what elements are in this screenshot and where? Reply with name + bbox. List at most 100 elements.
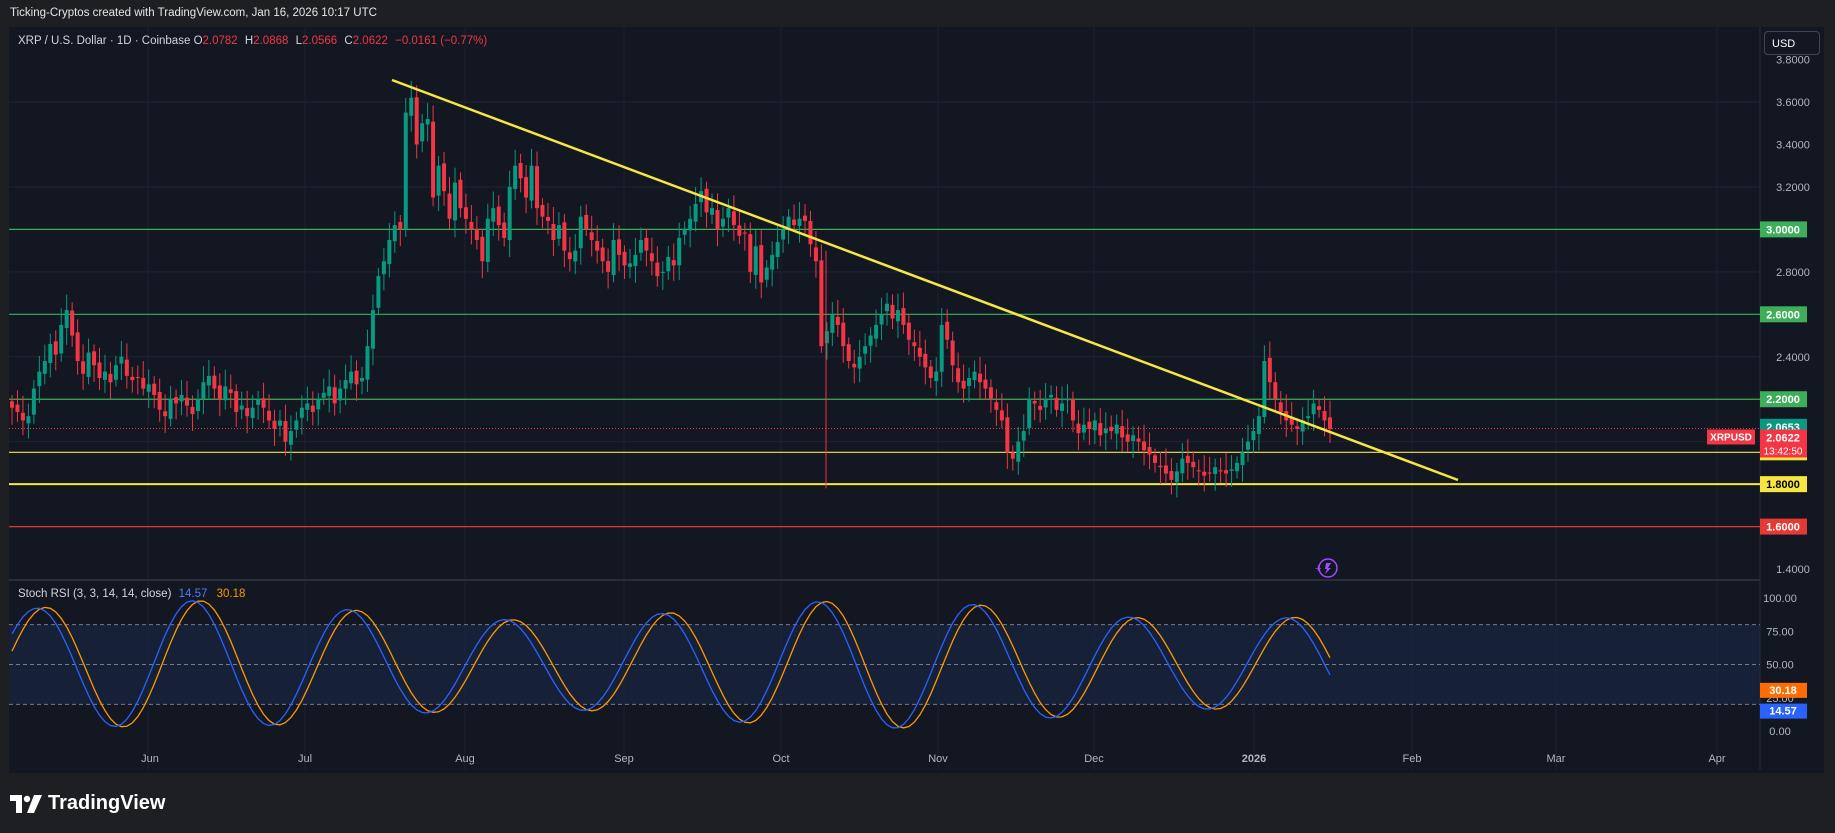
candle — [1027, 399, 1032, 429]
candle — [360, 377, 365, 382]
stoch-d-tag-label: 30.18 — [1769, 685, 1797, 697]
candle — [420, 123, 425, 142]
candle — [967, 377, 972, 387]
candle — [748, 234, 753, 272]
candle — [1038, 405, 1043, 410]
descending-trendline[interactable] — [391, 78, 1459, 482]
candle — [513, 165, 518, 189]
candle — [469, 221, 474, 230]
stoch-d-line — [11, 600, 1331, 729]
candle — [1070, 399, 1075, 421]
candle — [442, 163, 447, 192]
last-price-tag — [1760, 429, 1807, 458]
candle — [764, 267, 769, 280]
candle — [1109, 426, 1114, 432]
candle — [1235, 462, 1240, 472]
candle — [102, 371, 107, 380]
candle — [666, 256, 671, 272]
candle — [26, 416, 31, 424]
currency-button[interactable]: USD — [1764, 31, 1820, 55]
stoch-axis-tick: 0.00 — [1769, 726, 1790, 738]
candle — [1328, 417, 1332, 429]
level-price-label: 3.0000 — [1766, 224, 1800, 236]
candle — [1191, 461, 1196, 468]
candle — [759, 245, 764, 283]
candle — [431, 121, 436, 198]
candle — [485, 218, 490, 262]
symbol-tag-label: XRPUSD — [1710, 432, 1752, 443]
candle — [573, 250, 578, 262]
candle — [452, 182, 457, 221]
candle — [1289, 417, 1294, 425]
candle — [917, 347, 922, 357]
candle — [874, 324, 879, 339]
candle — [310, 405, 315, 412]
candle — [977, 373, 982, 383]
stoch-rsi-title: Stoch RSI (3, 3, 14, 14, close) — [18, 588, 172, 600]
candle — [1267, 357, 1272, 383]
time-axis-label: Apr — [1708, 753, 1725, 765]
candle — [715, 209, 720, 230]
tradingview-logo[interactable]: TradingView — [10, 792, 165, 815]
time-axis-label: Aug — [455, 753, 475, 765]
candle — [398, 222, 403, 230]
candle — [409, 97, 414, 116]
level-price-tag — [1760, 518, 1807, 535]
candle — [206, 375, 211, 386]
candle — [529, 165, 534, 201]
candle — [234, 391, 239, 412]
candle — [113, 365, 118, 380]
time-axis-label: Jul — [298, 753, 312, 765]
candle — [1306, 416, 1311, 419]
candle — [70, 310, 75, 336]
candle — [195, 399, 200, 412]
brand-name: TradingView — [48, 792, 166, 814]
time-axis-label: 2026 — [1242, 753, 1266, 765]
candle — [92, 351, 97, 366]
candle — [677, 237, 682, 266]
symbol-legend[interactable]: XRP / U.S. Dollar · 1D · Coinbase O2.078… — [18, 35, 491, 47]
candle — [228, 389, 233, 393]
candle — [890, 304, 895, 319]
candle — [425, 118, 430, 125]
candle — [792, 219, 797, 226]
candle — [1245, 441, 1250, 450]
candle — [846, 344, 851, 362]
candle — [283, 421, 288, 442]
candle — [1032, 401, 1037, 404]
candle — [37, 371, 42, 387]
candle — [1016, 441, 1021, 462]
high-value: 2.0868 — [253, 35, 289, 47]
candle — [895, 310, 900, 322]
time-axis-label: Oct — [772, 753, 789, 765]
candle — [86, 352, 91, 377]
symbol-title: XRP / U.S. Dollar · 1D · Coinbase — [18, 35, 191, 47]
candle — [463, 207, 468, 219]
candle — [250, 407, 255, 418]
candle — [381, 261, 386, 275]
candle — [10, 401, 14, 408]
candle — [830, 314, 835, 333]
candle — [781, 229, 786, 240]
candle — [31, 388, 36, 415]
candle — [1152, 455, 1157, 463]
candle — [600, 247, 605, 262]
candle — [551, 223, 556, 240]
high-label: H — [244, 35, 254, 47]
price-axis-tick: 2.8000 — [1776, 267, 1810, 279]
candle — [912, 342, 917, 347]
stoch-k-line — [11, 600, 1331, 729]
candle — [1196, 470, 1201, 472]
candle — [20, 412, 25, 421]
candle — [1256, 416, 1261, 435]
candle — [108, 373, 113, 383]
candle — [272, 420, 277, 429]
lightning-icon[interactable]: + — [1315, 558, 1338, 578]
open-value: 2.0782 — [202, 35, 238, 47]
candle — [720, 218, 725, 227]
candle — [649, 253, 654, 262]
candle — [578, 216, 583, 249]
stoch-rsi-legend[interactable]: Stoch RSI (3, 3, 14, 14, close) 14.57 30… — [18, 588, 245, 600]
candle — [638, 239, 643, 253]
